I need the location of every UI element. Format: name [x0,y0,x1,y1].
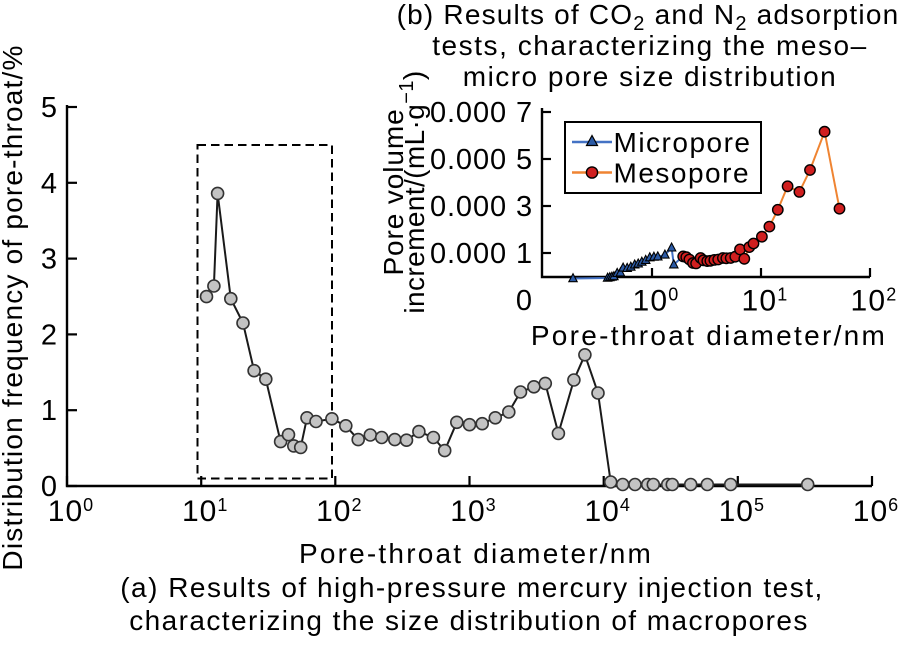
svg-text:2: 2 [41,319,57,351]
svg-text:Micropore: Micropore [614,127,752,158]
svg-text:0.000 3: 0.000 3 [430,191,533,223]
svg-text:4: 4 [41,168,57,200]
svg-text:(b) Results of CO2 and N2 adso: (b) Results of CO2 and N2 adsorption [397,0,900,35]
svg-text:0: 0 [516,285,532,317]
svg-text:102: 102 [851,285,898,318]
svg-text:0.000 1: 0.000 1 [430,238,533,270]
svg-text:0.000 5: 0.000 5 [430,144,533,176]
svg-text:Mesopore: Mesopore [614,158,751,189]
svg-text:Pore-throat diameter/nm: Pore-throat diameter/nm [531,320,887,351]
svg-text:micro pore size distribution: micro pore size distribution [463,61,837,92]
svg-text:tests, characterizing the meso: tests, characterizing the meso– [432,30,868,61]
svg-text:3: 3 [41,244,57,276]
svg-text:0.000 7: 0.000 7 [430,97,533,129]
svg-text:1: 1 [41,395,57,427]
svg-text:Pore-throat diameter/nm: Pore-throat diameter/nm [299,538,653,569]
svg-text:increment/(mL·g−1): increment/(mL·g−1) [396,70,430,313]
svg-text:0: 0 [41,471,57,503]
svg-text:106: 106 [853,495,899,528]
svg-text:(a) Results of high-pressure m: (a) Results of high-pressure mercury inj… [120,572,824,603]
svg-text:characterizing the size distri: characterizing the size distribution of … [129,605,809,636]
svg-text:Pore volume: Pore volume [378,108,409,275]
svg-text:Distribution frequency of pore: Distribution frequency of pore-throat/% [0,44,28,570]
svg-text:5: 5 [41,92,57,124]
